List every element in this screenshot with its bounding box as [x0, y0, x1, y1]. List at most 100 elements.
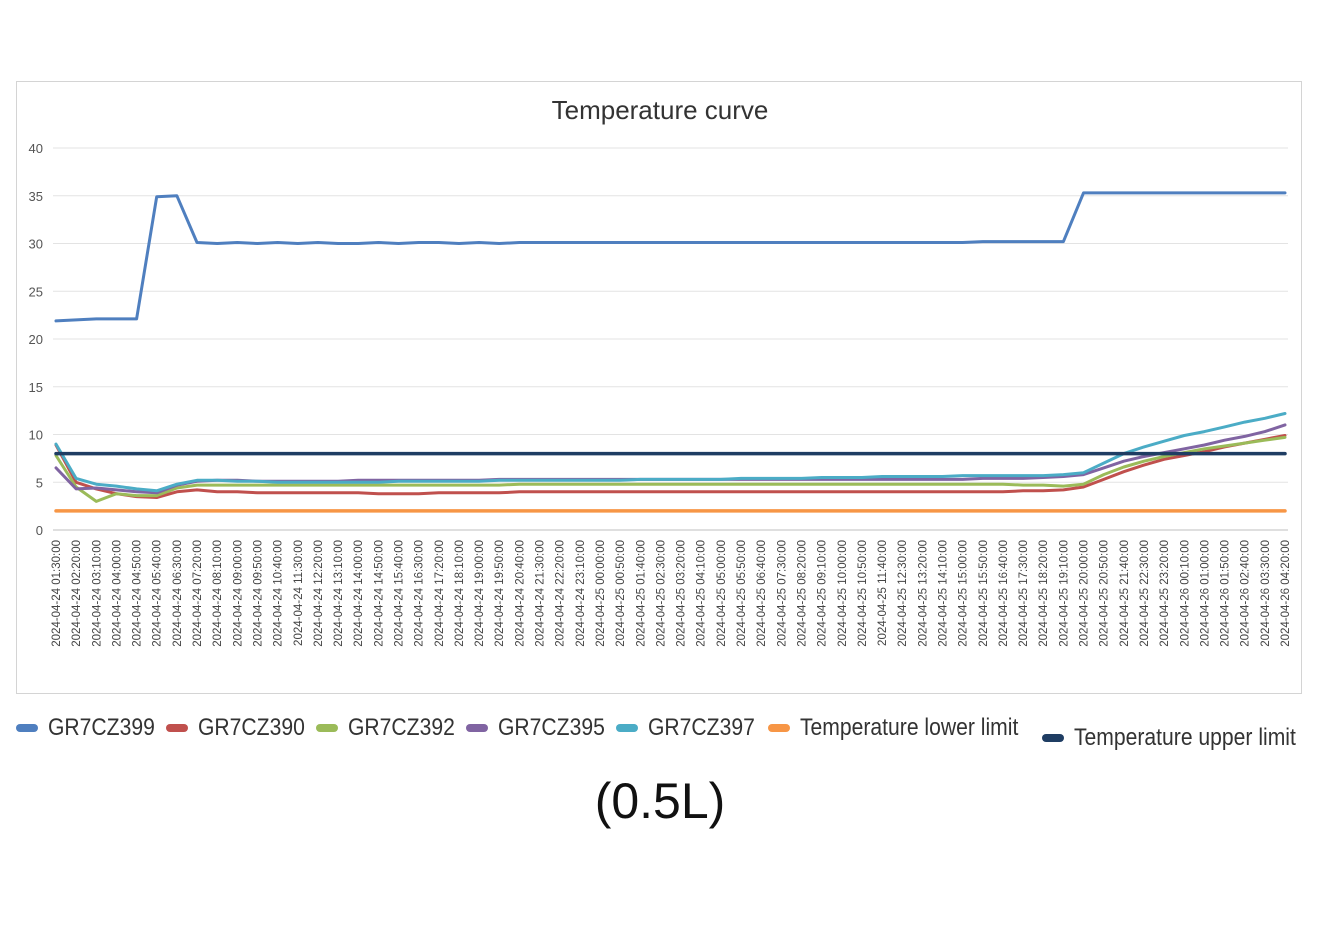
x-tick-label: 2024-04-26 01:50:00 [1220, 540, 1232, 647]
y-tick-label: 20 [29, 332, 43, 347]
x-tick-label: 2024-04-26 01:00:00 [1199, 540, 1211, 647]
x-tick-label: 2024-04-25 16:40:00 [998, 540, 1010, 647]
x-tick-label: 2024-04-24 11:30:00 [293, 540, 305, 646]
chart-legend: GR7CZ399 GR7CZ390 GR7CZ392 GR7CZ395 GR7CZ397… [16, 712, 1306, 756]
figure-caption: (0.5L) [594, 773, 726, 829]
x-tick-label: 2024-04-26 03:30:00 [1260, 540, 1272, 647]
x-tick-label: 2024-04-24 17:20:00 [434, 540, 446, 647]
legend-item: GR7CZ399 [16, 714, 169, 742]
x-tick-label: 2024-04-24 10:40:00 [273, 540, 285, 647]
x-tick-label: 2024-04-24 07:20:00 [192, 540, 204, 647]
legend-label: GR7CZ399 [48, 714, 155, 741]
x-tick-label: 2024-04-25 19:10:00 [1058, 540, 1070, 647]
legend-swatch [166, 724, 188, 732]
x-tick-label: 2024-04-24 19:00:00 [474, 540, 486, 647]
x-tick-label: 2024-04-24 23:10:00 [575, 540, 587, 647]
x-tick-label: 2024-04-24 09:50:00 [252, 540, 264, 647]
x-tick-label: 2024-04-25 07:30:00 [776, 540, 788, 647]
y-tick-label: 10 [29, 428, 43, 443]
legend-item: GR7CZ392 [316, 714, 469, 742]
x-tick-label: 2024-04-24 04:50:00 [132, 540, 144, 647]
legend-swatch [768, 724, 790, 732]
x-tick-label: 2024-04-24 09:00:00 [232, 540, 244, 647]
legend-swatch [616, 724, 638, 732]
x-tick-label: 2024-04-25 21:40:00 [1119, 540, 1131, 647]
y-tick-label: 30 [29, 237, 43, 252]
x-tick-label: 2024-04-25 06:40:00 [756, 540, 768, 647]
x-tick-label: 2024-04-24 01:30:00 [51, 540, 63, 647]
legend-label: GR7CZ392 [348, 714, 455, 741]
x-tick-label: 2024-04-25 14:10:00 [937, 540, 949, 647]
x-tick-label: 2024-04-25 12:30:00 [897, 540, 909, 647]
x-tick-label: 2024-04-24 04:00:00 [111, 540, 123, 647]
x-tick-label: 2024-04-25 01:40:00 [635, 540, 647, 647]
y-tick-label: 25 [29, 284, 43, 299]
x-tick-label: 2024-04-25 04:10:00 [696, 540, 708, 647]
legend-item: GR7CZ390 [166, 714, 319, 742]
x-tick-label: 2024-04-24 18:10:00 [454, 540, 466, 647]
x-tick-label: 2024-04-24 02:20:00 [71, 540, 83, 647]
x-tick-label: 2024-04-25 22:30:00 [1139, 540, 1151, 647]
x-tick-label: 2024-04-25 18:20:00 [1038, 540, 1050, 647]
x-tick-label: 2024-04-25 15:00:00 [958, 540, 970, 647]
x-tick-label: 2024-04-24 20:40:00 [514, 540, 526, 647]
x-tick-label: 2024-04-24 08:10:00 [212, 540, 224, 647]
line-chart: Temperature curve 0 5 10 15 20 25 30 35 40 2024-… [29, 95, 1292, 647]
x-tick-label: 2024-04-24 16:30:00 [414, 540, 426, 647]
x-tick-label: 2024-04-25 00:00:00 [595, 540, 607, 647]
x-tick-label: 2024-04-25 09:10:00 [817, 540, 829, 647]
x-tick-label: 2024-04-25 02:30:00 [655, 540, 667, 647]
legend-label: Temperature lower limit [800, 714, 1019, 741]
x-tick-label: 2024-04-24 12:20:00 [313, 540, 325, 647]
x-tick-label: 2024-04-24 19:50:00 [494, 540, 506, 647]
y-tick-label: 35 [29, 189, 43, 204]
x-tick-label: 2024-04-24 13:10:00 [333, 540, 345, 647]
x-tick-label: 2024-04-25 17:30:00 [1018, 540, 1030, 647]
legend-swatch [466, 724, 488, 732]
legend-label: GR7CZ395 [498, 714, 605, 741]
x-tick-label: 2024-04-25 05:00:00 [716, 540, 728, 647]
series-line-gr7cz392 [54, 435, 1287, 503]
x-tick-label: 2024-04-25 11:40:00 [877, 540, 889, 646]
legend-item: Temperature lower limit [768, 714, 1048, 742]
legend-item: Temperature upper limit [1042, 724, 1320, 752]
legend-label: GR7CZ397 [648, 714, 755, 741]
series-line-gr7cz390 [54, 434, 1287, 499]
x-tick-label: 2024-04-25 15:50:00 [978, 540, 990, 647]
x-tick-label: 2024-04-24 21:30:00 [535, 540, 547, 647]
x-tick-label: 2024-04-26 02:40:00 [1240, 540, 1252, 647]
x-tick-label: 2024-04-25 13:20:00 [917, 540, 929, 647]
x-tick-label: 2024-04-24 05:40:00 [152, 540, 164, 647]
x-tick-label: 2024-04-24 22:20:00 [555, 540, 567, 647]
series-line-gr7cz397 [54, 412, 1287, 493]
x-tick-label: 2024-04-26 04:20:00 [1280, 540, 1292, 647]
x-tick-label: 2024-04-24 06:30:00 [172, 540, 184, 647]
y-tick-label: 15 [29, 380, 43, 395]
x-tick-label: 2024-04-25 20:50:00 [1099, 540, 1111, 647]
x-tick-label: 2024-04-25 03:20:00 [676, 540, 688, 647]
x-tick-label: 2024-04-24 15:40:00 [394, 540, 406, 647]
legend-swatch [1042, 734, 1064, 742]
legend-item: GR7CZ395 [466, 714, 619, 742]
x-tick-label: 2024-04-26 00:10:00 [1179, 540, 1191, 647]
x-tick-label: 2024-04-25 10:00:00 [837, 540, 849, 647]
legend-swatch [16, 724, 38, 732]
y-tick-label: 0 [36, 523, 43, 538]
x-tick-label: 2024-04-24 14:00:00 [353, 540, 365, 647]
x-tick-label: 2024-04-25 10:50:00 [857, 540, 869, 647]
chart-title: Temperature curve [552, 95, 769, 125]
x-tick-label: 2024-04-24 03:10:00 [91, 540, 103, 647]
x-tick-label: 2024-04-25 05:50:00 [736, 540, 748, 647]
x-tick-label: 2024-04-25 23:20:00 [1159, 540, 1171, 647]
y-tick-label: 40 [29, 141, 43, 156]
chart-container: Temperature curve 0 5 10 15 20 25 30 35 40 2024-… [16, 81, 1302, 694]
x-tick-label: 2024-04-25 00:50:00 [615, 540, 627, 647]
legend-swatch [316, 724, 338, 732]
legend-item: GR7CZ397 [616, 714, 769, 742]
legend-label: Temperature upper limit [1074, 724, 1296, 751]
y-tick-label: 5 [36, 475, 43, 490]
x-tick-label: 2024-04-25 08:20:00 [796, 540, 808, 647]
x-tick-label: 2024-04-24 14:50:00 [373, 540, 385, 647]
x-tick-label: 2024-04-25 20:00:00 [1079, 540, 1091, 647]
series-line-gr7cz399 [54, 191, 1287, 323]
